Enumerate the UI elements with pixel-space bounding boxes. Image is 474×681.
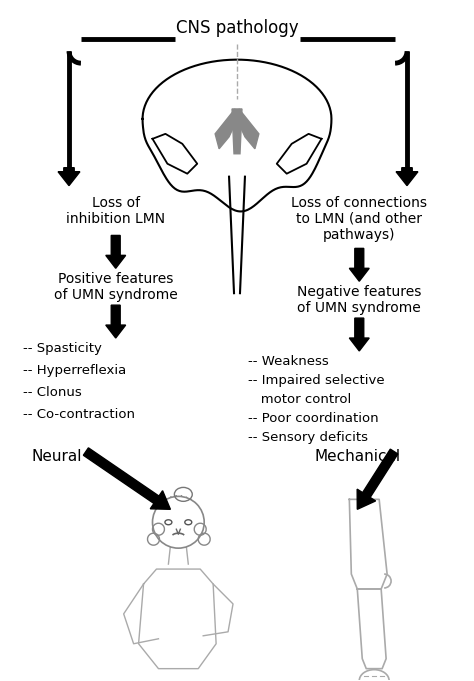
Text: -- Spasticity: -- Spasticity: [23, 342, 102, 355]
Polygon shape: [143, 60, 331, 211]
Text: -- Sensory deficits: -- Sensory deficits: [248, 430, 368, 443]
Polygon shape: [349, 318, 369, 351]
Polygon shape: [106, 236, 126, 268]
Text: Neural: Neural: [31, 449, 82, 464]
Text: -- Hyperreflexia: -- Hyperreflexia: [23, 364, 127, 377]
Text: -- Co-contraction: -- Co-contraction: [23, 408, 135, 421]
Polygon shape: [349, 499, 387, 589]
Polygon shape: [239, 109, 259, 148]
Text: CNS pathology: CNS pathology: [176, 19, 298, 37]
Polygon shape: [349, 249, 369, 281]
Text: Loss of connections
to LMN (and other
pathways): Loss of connections to LMN (and other pa…: [292, 195, 427, 242]
Polygon shape: [106, 305, 126, 338]
Polygon shape: [83, 448, 170, 509]
Text: -- Clonus: -- Clonus: [23, 386, 82, 399]
Polygon shape: [153, 134, 197, 174]
Polygon shape: [215, 109, 235, 148]
Ellipse shape: [153, 496, 204, 548]
Polygon shape: [357, 449, 398, 509]
Text: -- Impaired selective: -- Impaired selective: [248, 374, 384, 387]
Polygon shape: [138, 569, 216, 669]
Text: Loss of
inhibition LMN: Loss of inhibition LMN: [66, 195, 165, 226]
Text: Negative features
of UMN syndrome: Negative features of UMN syndrome: [297, 285, 421, 315]
Ellipse shape: [359, 669, 389, 681]
Text: motor control: motor control: [248, 393, 351, 406]
Polygon shape: [168, 546, 188, 564]
Text: Mechanical: Mechanical: [315, 449, 401, 464]
Polygon shape: [58, 168, 80, 186]
Text: -- Poor coordination: -- Poor coordination: [248, 412, 379, 425]
Polygon shape: [396, 168, 418, 186]
Text: -- Weakness: -- Weakness: [248, 355, 328, 368]
Text: Positive features
of UMN syndrome: Positive features of UMN syndrome: [54, 272, 178, 302]
Polygon shape: [232, 109, 242, 154]
Polygon shape: [277, 134, 321, 174]
Polygon shape: [357, 589, 386, 669]
